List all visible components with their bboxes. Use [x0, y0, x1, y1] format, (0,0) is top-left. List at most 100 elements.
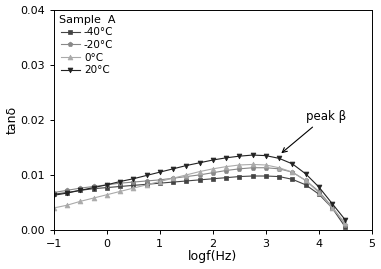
-40°C — [330, 206, 335, 210]
0°C — [157, 180, 162, 183]
0°C — [91, 196, 96, 200]
0°C — [290, 171, 295, 174]
-20°C — [237, 167, 242, 171]
20°C — [264, 154, 268, 157]
20°C — [330, 202, 335, 205]
-40°C — [51, 193, 56, 196]
Line: -20°C: -20°C — [51, 165, 348, 227]
-20°C — [131, 180, 136, 184]
0°C — [343, 222, 348, 225]
0°C — [65, 204, 69, 207]
20°C — [224, 156, 228, 160]
-40°C — [317, 193, 321, 196]
20°C — [197, 161, 202, 164]
-20°C — [65, 189, 69, 192]
-40°C — [65, 191, 69, 194]
0°C — [224, 165, 228, 168]
-40°C — [91, 187, 96, 190]
20°C — [211, 158, 215, 162]
20°C — [104, 183, 109, 186]
0°C — [330, 206, 335, 210]
-40°C — [131, 184, 136, 187]
-40°C — [118, 185, 122, 188]
-20°C — [157, 178, 162, 182]
0°C — [250, 163, 255, 166]
-20°C — [184, 175, 189, 178]
-20°C — [51, 191, 56, 194]
20°C — [237, 155, 242, 158]
20°C — [171, 167, 175, 171]
20°C — [343, 218, 348, 222]
-20°C — [171, 177, 175, 180]
20°C — [184, 164, 189, 167]
0°C — [131, 186, 136, 190]
Legend: -40°C, -20°C, 0°C, 20°C: -40°C, -20°C, 0°C, 20°C — [57, 13, 117, 77]
0°C — [78, 200, 83, 203]
20°C — [118, 180, 122, 183]
-40°C — [237, 175, 242, 178]
-20°C — [250, 166, 255, 169]
-40°C — [78, 189, 83, 192]
-40°C — [184, 179, 189, 183]
0°C — [184, 173, 189, 176]
20°C — [78, 189, 83, 192]
-40°C — [343, 226, 348, 229]
0°C — [144, 183, 149, 186]
-20°C — [197, 173, 202, 176]
-40°C — [144, 183, 149, 186]
-20°C — [343, 223, 348, 226]
Text: peak β: peak β — [282, 109, 346, 153]
20°C — [131, 177, 136, 180]
20°C — [65, 192, 69, 195]
20°C — [317, 185, 321, 189]
-40°C — [171, 180, 175, 184]
X-axis label: logf(Hz): logf(Hz) — [188, 250, 237, 263]
0°C — [211, 167, 215, 171]
20°C — [157, 171, 162, 174]
-20°C — [211, 171, 215, 174]
-20°C — [277, 167, 282, 171]
-20°C — [91, 185, 96, 188]
-20°C — [264, 166, 268, 169]
0°C — [118, 190, 122, 193]
0°C — [237, 163, 242, 167]
20°C — [277, 157, 282, 160]
Line: 20°C: 20°C — [51, 153, 348, 222]
-20°C — [104, 183, 109, 186]
0°C — [171, 177, 175, 180]
-40°C — [211, 177, 215, 180]
20°C — [303, 172, 308, 175]
-40°C — [277, 175, 282, 178]
-40°C — [303, 183, 308, 186]
Y-axis label: tanδ: tanδ — [6, 106, 19, 134]
0°C — [197, 170, 202, 173]
20°C — [290, 162, 295, 165]
-20°C — [118, 182, 122, 185]
-40°C — [290, 178, 295, 181]
20°C — [144, 174, 149, 177]
20°C — [51, 194, 56, 197]
-20°C — [317, 190, 321, 193]
0°C — [303, 179, 308, 182]
-40°C — [157, 182, 162, 185]
0°C — [264, 163, 268, 167]
Line: 0°C: 0°C — [51, 162, 348, 226]
0°C — [104, 193, 109, 196]
0°C — [317, 191, 321, 194]
-20°C — [144, 179, 149, 183]
-40°C — [197, 178, 202, 182]
-40°C — [250, 174, 255, 178]
-40°C — [104, 186, 109, 189]
20°C — [91, 186, 96, 189]
-20°C — [78, 186, 83, 190]
0°C — [51, 206, 56, 210]
Line: -40°C: -40°C — [51, 174, 348, 230]
-20°C — [330, 205, 335, 208]
-20°C — [224, 169, 228, 172]
-40°C — [224, 176, 228, 179]
20°C — [250, 153, 255, 157]
-20°C — [303, 179, 308, 182]
-20°C — [290, 171, 295, 174]
0°C — [277, 166, 282, 169]
-40°C — [264, 174, 268, 178]
